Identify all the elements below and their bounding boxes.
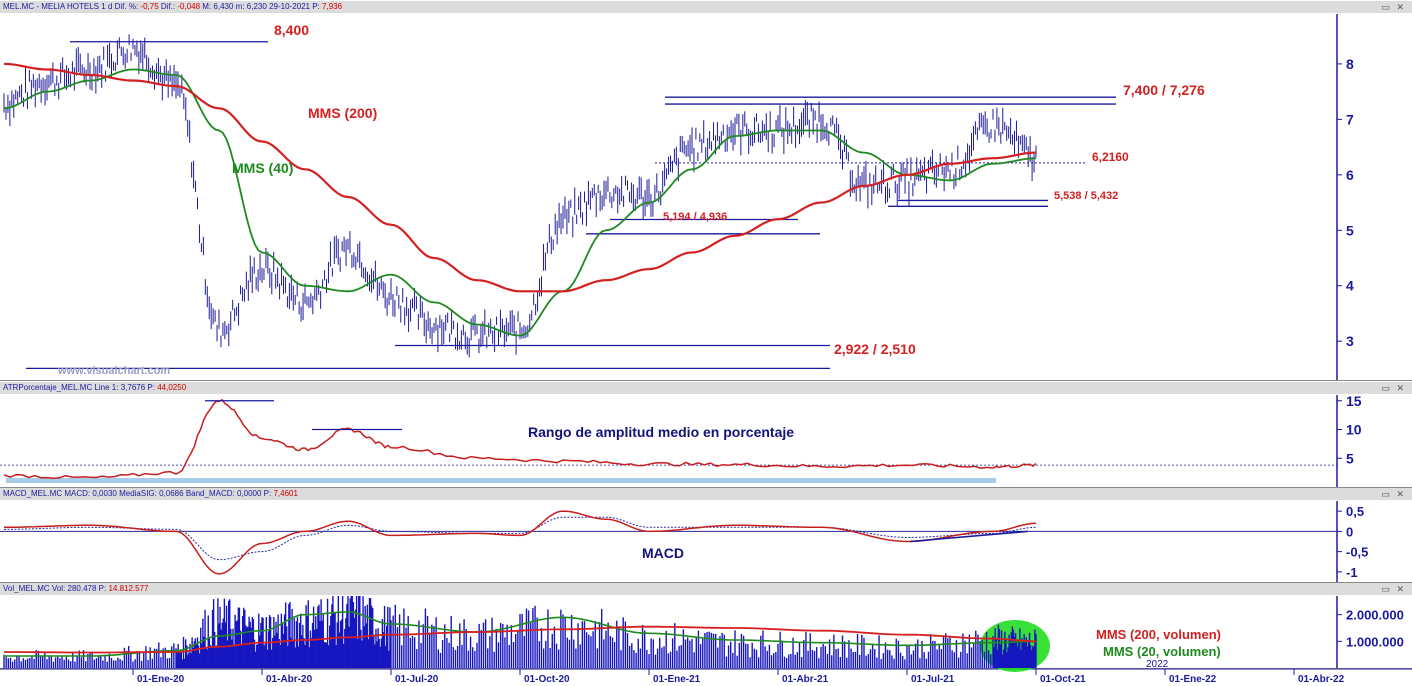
max-value: 6,430 [213, 2, 234, 11]
year-marker: 2022 [1146, 659, 1169, 670]
p-label: P: [312, 2, 320, 11]
atr-panel-name: ATRPorcentaje_MEL.MC [3, 383, 93, 392]
macd-y-tick-label-0.5: 0,5 [1346, 504, 1364, 519]
dif-pct-value: -0,75 [140, 2, 159, 11]
atr-line [3, 398, 1037, 479]
x-tick-label-01-Oct-20: 01-Oct-20 [524, 674, 570, 685]
volume-panel[interactable]: 1.000.000 2.000.000 [3, 596, 1404, 672]
label-sma40: MMS (40) [232, 160, 293, 176]
price-bars [3, 34, 1037, 358]
min-label: m: [235, 2, 245, 11]
atr-p-label: P: [147, 383, 155, 392]
atr-y-tick-label-10: 10 [1346, 422, 1362, 438]
label-level-low: 2,922 / 2,510 [834, 341, 916, 357]
vol-p-label: P: [98, 584, 107, 593]
atr-title: Rango de amplitud medio en porcentaje [528, 424, 794, 440]
vol-sma20-line [4, 611, 1037, 657]
macd-band-value: 0,0000 [236, 489, 262, 498]
panel-frames [0, 14, 1412, 670]
price-panel-header: MEL.MC - MELIA HOTELS 1 d Dif. %: -0,75 … [0, 1, 1412, 13]
vol-p-value: 14.812.577 [108, 584, 149, 593]
macd-band-label: Band_MACD: [185, 489, 235, 498]
price-panel-name: MEL.MC - MELIA HOTELS [3, 2, 100, 11]
macd-signal-line [3, 516, 1037, 561]
atr-reference-band [6, 478, 996, 483]
x-tick-label-01-Jul-21: 01-Jul-21 [911, 674, 955, 685]
macd-title: MACD [642, 545, 684, 561]
volume-panel-name: Vol_MEL.MC [3, 584, 50, 593]
watermark: www.visualchart.com [57, 365, 170, 377]
price-y-tick-label-5: 5 [1346, 222, 1354, 238]
x-tick-label-01-Ene-22: 01-Ene-22 [1169, 674, 1217, 685]
sma40-line [3, 68, 1037, 337]
p-value: 7,936 [322, 2, 343, 11]
x-tick-label-01-Ene-21: 01-Ene-21 [653, 674, 701, 685]
macd-panel[interactable]: -1 -0,5 0 0,5 [0, 504, 1368, 580]
vol-sma200-line [4, 625, 1036, 654]
price-y-tick-label-7: 7 [1346, 111, 1354, 127]
atr-panel-header: ATRPorcentaje_MEL.MC Line 1: 3,7676 P: 4… [0, 382, 1412, 394]
label-vol-sma200: MMS (200, volumen) [1096, 627, 1221, 642]
atr-panel[interactable]: 5 10 15 [0, 393, 1362, 483]
volume-window-controls[interactable]: ▭ ✕ [1381, 584, 1406, 594]
macd-signal-label: MediaSIG: [119, 489, 157, 498]
x-tick-label-01-Abr-22: 01-Abr-22 [1298, 674, 1345, 685]
macd-value: 0,0030 [92, 489, 117, 498]
date-value: 29-10-2021 [269, 2, 310, 11]
sma200-line [3, 62, 1037, 293]
macd-label: MACD: [64, 489, 91, 498]
price-y-tick-label-3: 3 [1346, 333, 1354, 349]
x-tick-label-01-Ene-20: 01-Ene-20 [137, 674, 185, 685]
dif-label: Dif.: [160, 2, 176, 11]
min-value: 6,230 [246, 2, 267, 11]
label-vol-sma20: MMS (20, volumen) [1103, 644, 1221, 659]
macd-p-value: 7,4601 [273, 489, 298, 498]
macd-panel-name: MACD_MEL.MC [3, 489, 63, 498]
vol-y-tick-label-2000000: 2.000.000 [1346, 608, 1404, 623]
price-y-tick-label-8: 8 [1346, 56, 1354, 72]
atr-line-label: Line 1: [94, 383, 119, 392]
macd-divergence-line [909, 530, 1029, 543]
label-pivot: 6,2160 [1092, 150, 1129, 164]
x-tick-label-01-Abr-20: 01-Abr-20 [266, 674, 313, 685]
macd-line [4, 510, 1037, 575]
label-level-mid: 5,194 / 4,936 [663, 211, 727, 223]
macd-panel-header: MACD_MEL.MC MACD: 0,0030 MediaSIG: 0,068… [0, 488, 1412, 500]
atr-line-value: 3,7676 [120, 383, 146, 392]
vol-label: Vol: [51, 584, 66, 593]
macd-p-label: P: [263, 489, 272, 498]
x-tick-label-01-Abr-21: 01-Abr-21 [782, 674, 829, 685]
atr-y-tick-label-5: 5 [1346, 450, 1354, 466]
time-axis: 01-Ene-20 01-Abr-20 01-Jul-20 01-Oct-20 01-E… [132, 669, 1345, 685]
price-panel-interval: 1 d [101, 2, 113, 11]
vol-y-tick-label-1000000: 1.000.000 [1346, 634, 1404, 649]
volume-bars [3, 596, 1037, 668]
macd-signal-value: 0,0686 [159, 489, 184, 498]
price-y-tick-label-4: 4 [1346, 278, 1354, 294]
macd-y-tick-label--1: -1 [1346, 565, 1358, 580]
price-window-controls[interactable]: ▭ ✕ [1381, 2, 1406, 12]
x-tick-label-01-Jul-20: 01-Jul-20 [395, 674, 439, 685]
label-sma200: MMS (200) [308, 105, 377, 121]
vol-value: 280.478 [67, 584, 97, 593]
label-level-high: 8,400 [274, 22, 309, 38]
dif-pct-label: Dif. %: [114, 2, 139, 11]
max-label: M: [202, 2, 212, 11]
atr-y-tick-label-15: 15 [1346, 393, 1362, 409]
x-tick-label-01-Oct-21: 01-Oct-21 [1040, 674, 1086, 685]
price-y-tick-label-6: 6 [1346, 167, 1354, 183]
macd-y-tick-label-0: 0 [1346, 524, 1353, 539]
volume-panel-header: Vol_MEL.MC Vol: 280.478 P: 14.812.577 ▭ … [0, 583, 1412, 595]
label-range-top: 7,400 / 7,276 [1123, 82, 1205, 98]
macd-y-tick-label--0.5: -0,5 [1346, 545, 1368, 560]
macd-window-controls[interactable]: ▭ ✕ [1381, 489, 1406, 499]
atr-p-value: 44,0250 [157, 383, 187, 392]
dif-value: -0,048 [177, 2, 201, 11]
atr-window-controls[interactable]: ▭ ✕ [1381, 383, 1406, 393]
label-range-bottom: 5,538 / 5,432 [1054, 190, 1118, 202]
price-panel[interactable]: 3 4 5 6 7 8 [3, 34, 1354, 370]
